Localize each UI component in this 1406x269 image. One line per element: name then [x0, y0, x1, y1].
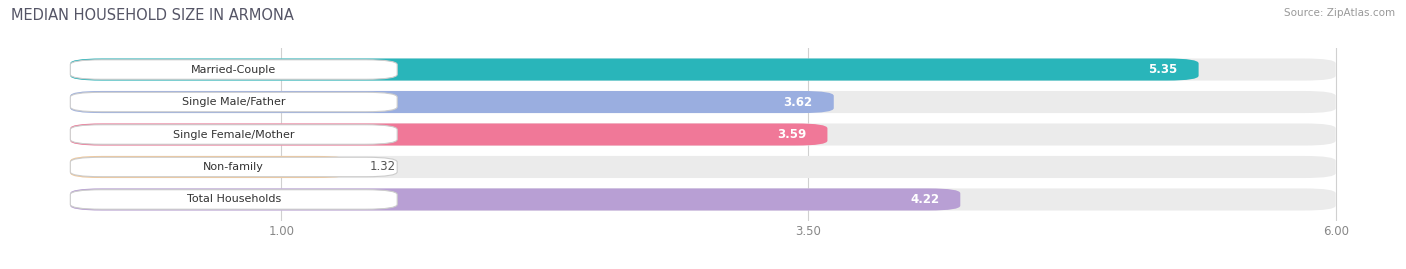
Text: 3.62: 3.62 — [783, 95, 813, 108]
FancyBboxPatch shape — [70, 91, 1336, 113]
FancyBboxPatch shape — [70, 58, 1198, 81]
Text: Single Female/Mother: Single Female/Mother — [173, 129, 294, 140]
FancyBboxPatch shape — [70, 125, 398, 144]
Text: 3.59: 3.59 — [778, 128, 806, 141]
Text: Total Households: Total Households — [187, 194, 281, 204]
Text: Non-family: Non-family — [204, 162, 264, 172]
FancyBboxPatch shape — [70, 58, 1336, 81]
Text: 4.22: 4.22 — [910, 193, 939, 206]
Text: Source: ZipAtlas.com: Source: ZipAtlas.com — [1284, 8, 1395, 18]
FancyBboxPatch shape — [70, 157, 398, 177]
FancyBboxPatch shape — [70, 60, 398, 79]
FancyBboxPatch shape — [70, 188, 960, 211]
FancyBboxPatch shape — [70, 123, 1336, 146]
FancyBboxPatch shape — [70, 156, 349, 178]
FancyBboxPatch shape — [70, 190, 398, 209]
Text: Single Male/Father: Single Male/Father — [181, 97, 285, 107]
Text: Married-Couple: Married-Couple — [191, 65, 277, 75]
FancyBboxPatch shape — [70, 91, 834, 113]
FancyBboxPatch shape — [70, 92, 398, 112]
Text: MEDIAN HOUSEHOLD SIZE IN ARMONA: MEDIAN HOUSEHOLD SIZE IN ARMONA — [11, 8, 294, 23]
Text: 1.32: 1.32 — [370, 161, 396, 174]
Text: 5.35: 5.35 — [1149, 63, 1178, 76]
FancyBboxPatch shape — [70, 156, 1336, 178]
FancyBboxPatch shape — [70, 188, 1336, 211]
FancyBboxPatch shape — [70, 123, 827, 146]
